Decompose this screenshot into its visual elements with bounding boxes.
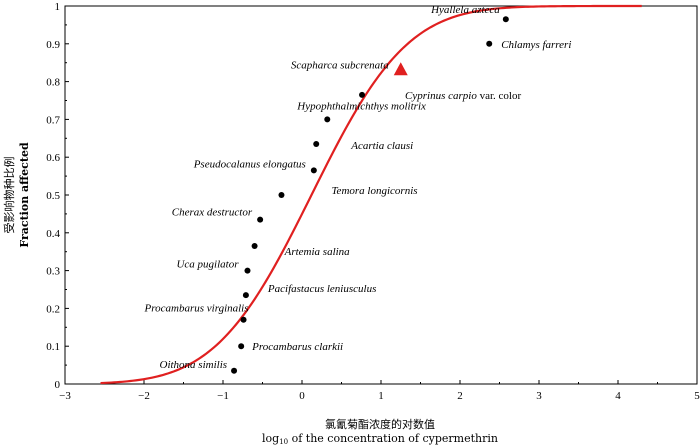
- data-point: [359, 91, 366, 98]
- y-tick-label: 0.3: [46, 266, 60, 278]
- x-axis-title-en: log10 of the concentration of cypermethr…: [262, 432, 498, 446]
- y-tick-label: 0.2: [46, 303, 60, 315]
- x-tick-label: 0: [299, 390, 305, 402]
- data-point: [240, 316, 247, 323]
- species-label: Cyprinus carpio var. color: [405, 90, 521, 102]
- species-label: Oithona similis: [160, 359, 228, 371]
- y-axis-title-en: Fraction affected: [18, 142, 31, 248]
- x-tick-label: −3: [59, 390, 71, 402]
- data-point: [242, 292, 249, 299]
- data-point: [486, 40, 493, 47]
- species-label: Scapharca subcrenata: [291, 59, 389, 71]
- species-label: Hypophthalmichthys molitrix: [296, 100, 426, 112]
- data-point: [278, 192, 285, 198]
- y-tick-label: 0.7: [46, 114, 60, 126]
- data-point: [310, 167, 317, 174]
- species-label: Artemia salina: [284, 246, 351, 258]
- y-axis-title-cn: 受影响物种比例: [2, 157, 16, 234]
- y-tick-label: 1: [55, 1, 61, 13]
- fitted-curve-layer: [100, 4, 642, 385]
- species-label: Chlamys farreri: [501, 39, 571, 51]
- x-tick-label: 3: [536, 390, 542, 402]
- species-label: Cherax destructor: [172, 207, 253, 219]
- data-point: [238, 343, 245, 350]
- y-tick-label: 0.8: [46, 77, 60, 89]
- x-tick-label: 2: [457, 390, 463, 402]
- data-point: [251, 243, 258, 250]
- data-point: [324, 116, 331, 123]
- species-label: Uca pugilator: [176, 259, 239, 271]
- species-label: Acartia clausi: [350, 140, 413, 152]
- data-point-triangle: [393, 62, 408, 76]
- data-point: [313, 140, 320, 147]
- y-tick-label: 0.5: [46, 190, 60, 202]
- y-tick-label: 0.4: [46, 228, 60, 240]
- axis-ticks: −3 −2 −1 0 1 2 3 4 5 0 0.1 0.2 0.3 0.4 0.5 0.6 0.7 0.8 0.9…: [46, 1, 700, 402]
- fitted-ssd-curve: [100, 4, 642, 385]
- x-tick-label: 1: [378, 390, 384, 402]
- y-tick-label: 0.1: [46, 341, 60, 353]
- y-tick-label: 0: [55, 379, 61, 391]
- x-tick-label: 5: [694, 390, 700, 402]
- data-point: [502, 16, 509, 23]
- y-tick-label: 0.6: [46, 152, 60, 164]
- x-tick-label: −2: [138, 390, 150, 402]
- x-axis-title-cn: 氯氰菊酯浓度的对数值: [325, 417, 435, 431]
- species-label: Pseudocalanus elongatus: [193, 158, 306, 170]
- y-tick-label: 0.9: [46, 39, 60, 51]
- species-label: Temora longicornis: [331, 185, 417, 197]
- x-tick-label: 4: [615, 390, 621, 402]
- species-labels-layer: Oithona similis Procambarus clarkii Procam…: [144, 4, 572, 371]
- species-label: Pacifastacus leniusculus: [267, 283, 376, 295]
- data-point: [257, 216, 264, 223]
- species-label: Hyallela azteca: [430, 4, 500, 16]
- x-tick-label: −1: [217, 390, 229, 402]
- species-label: Procambarus clarkii: [251, 341, 343, 353]
- species-points-layer: [231, 16, 509, 374]
- species-label: Procambarus virginalis: [144, 303, 249, 315]
- data-point: [244, 267, 251, 274]
- data-point: [231, 367, 238, 374]
